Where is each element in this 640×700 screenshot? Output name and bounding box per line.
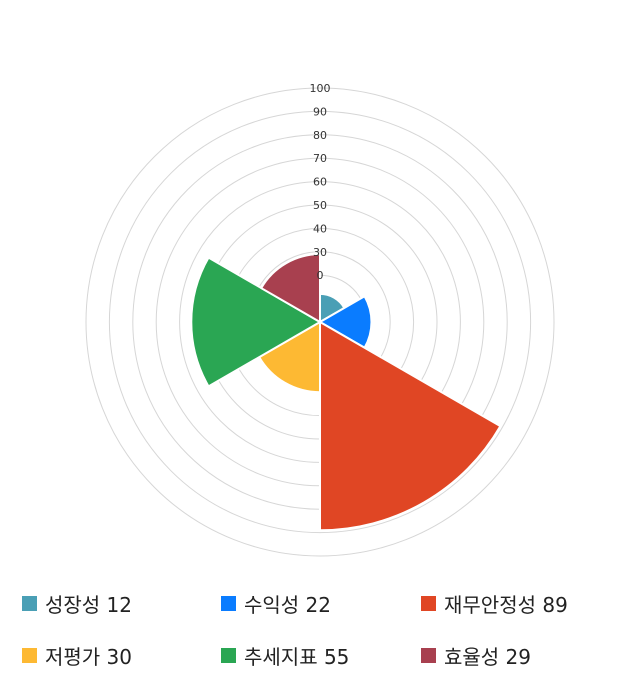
legend-item[interactable]: 재무안정성 89 [421, 589, 568, 617]
legend-label: 추세지표 55 [244, 644, 350, 669]
tick-label: 60 [313, 176, 327, 189]
radial-tick-labels: 0 30 40 50 60 70 80 90 100 [310, 82, 331, 282]
tick-label: 40 [313, 222, 327, 235]
tick-label: 50 [313, 199, 327, 212]
sector-2[interactable] [319, 295, 373, 349]
sector-5[interactable] [190, 256, 321, 388]
chart-canvas: 0 30 40 50 60 70 80 90 100 [85, 82, 555, 557]
legend-swatch [421, 647, 436, 663]
legend-item[interactable]: 저평가 30 [22, 641, 132, 669]
polar-area-chart: 0 30 40 50 60 70 80 90 100 [85, 82, 555, 557]
legend-label: 효율성 29 [444, 644, 532, 669]
tick-label: 70 [313, 152, 327, 165]
legend-item[interactable]: 효율성 29 [421, 641, 531, 669]
sector-4[interactable] [258, 321, 321, 394]
tick-label: 90 [313, 105, 327, 118]
legend-swatch [221, 647, 236, 663]
tick-label: 0 [317, 269, 324, 282]
sector-group [190, 253, 502, 532]
chart-legend: 성장성 12 수익성 22 재무안정성 89 저평가 30 추세지표 55 효율… [0, 580, 640, 700]
legend-label: 재무안정성 89 [444, 592, 568, 617]
tick-label: 100 [310, 82, 331, 95]
tick-label: 30 [313, 246, 327, 259]
legend-label: 성장성 12 [45, 592, 133, 617]
legend-label: 수익성 22 [244, 592, 332, 617]
sector-6[interactable] [260, 253, 321, 323]
legend-item[interactable]: 성장성 12 [22, 589, 132, 617]
legend-swatch [22, 595, 37, 611]
legend-swatch [22, 647, 37, 663]
tick-label: 80 [313, 129, 327, 142]
sector-3[interactable] [319, 321, 502, 532]
legend-swatch [421, 595, 436, 611]
legend-item[interactable]: 수익성 22 [221, 589, 331, 617]
legend-item[interactable]: 추세지표 55 [221, 641, 349, 669]
grid-ring [108, 110, 532, 534]
grid-ring [85, 87, 555, 557]
legend-swatch [221, 595, 236, 611]
legend-label: 저평가 30 [45, 644, 133, 669]
